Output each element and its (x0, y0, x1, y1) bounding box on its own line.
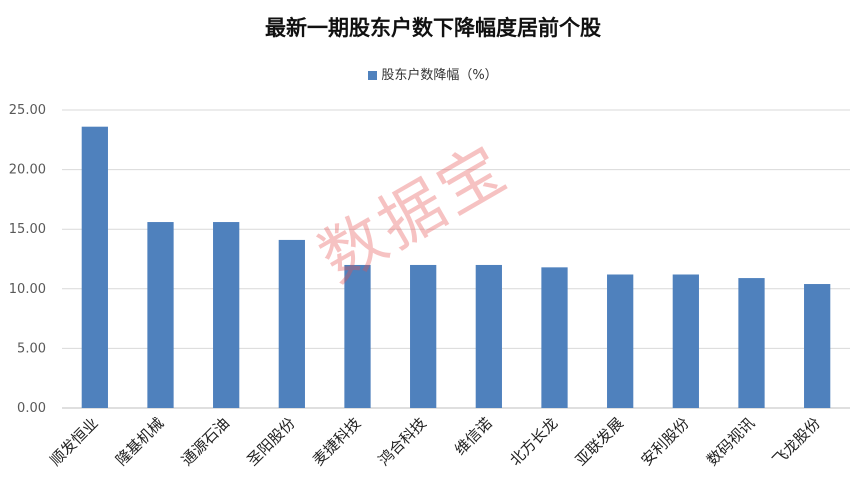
legend-label: 股东户数降幅（%） (381, 68, 498, 83)
legend-swatch (368, 71, 378, 80)
y-tick-label: 0.00 (17, 401, 46, 416)
bar (410, 264, 437, 408)
chart-title: 最新一期股东户数下降幅度居前个股 (265, 15, 601, 40)
x-tick-label: 顺发恒业 (46, 414, 101, 469)
bar (475, 264, 502, 408)
x-tick-label: 亚联发展 (572, 414, 627, 469)
bar (607, 274, 634, 408)
y-axis: 0.00 5.00 10.00 15.00 20.00 25.00 (9, 103, 46, 416)
bar (672, 274, 699, 408)
gridlines (62, 109, 850, 409)
bar (804, 284, 831, 408)
bar (81, 126, 108, 409)
x-tick-label: 鸿合科技 (375, 414, 430, 469)
legend: 股东户数降幅（%） (0, 64, 866, 83)
bar (278, 239, 305, 408)
x-tick-label: 飞龙股份 (769, 414, 824, 469)
x-tick-label: 圣阳股份 (243, 414, 298, 469)
bar (213, 222, 240, 408)
x-tick-label: 麦捷科技 (309, 414, 364, 469)
bars (81, 126, 831, 409)
x-tick-label: 隆基机械 (112, 414, 167, 469)
bar (738, 278, 765, 408)
bar (541, 267, 568, 408)
y-tick-label: 15.00 (9, 222, 46, 237)
x-axis: 顺发恒业 隆基机械 通源石油 圣阳股份 麦捷科技 鸿合科技 维信诺 北方长龙 亚联发展 安利股份数… (46, 414, 823, 469)
x-tick-label: 通源石油 (178, 414, 233, 469)
y-tick-label: 5.00 (17, 341, 46, 356)
y-tick-label: 25.00 (9, 103, 46, 118)
bar (147, 222, 174, 408)
x-tick-label: 安利股份 (637, 414, 692, 469)
y-tick-label: 20.00 (9, 163, 46, 178)
x-tick-label: 数码视讯 (703, 414, 758, 469)
y-tick-label: 10.00 (9, 282, 46, 297)
x-tick-label: 北方长龙 (506, 414, 561, 469)
x-tick-label: 维信诺 (451, 414, 496, 459)
bar (344, 264, 371, 408)
